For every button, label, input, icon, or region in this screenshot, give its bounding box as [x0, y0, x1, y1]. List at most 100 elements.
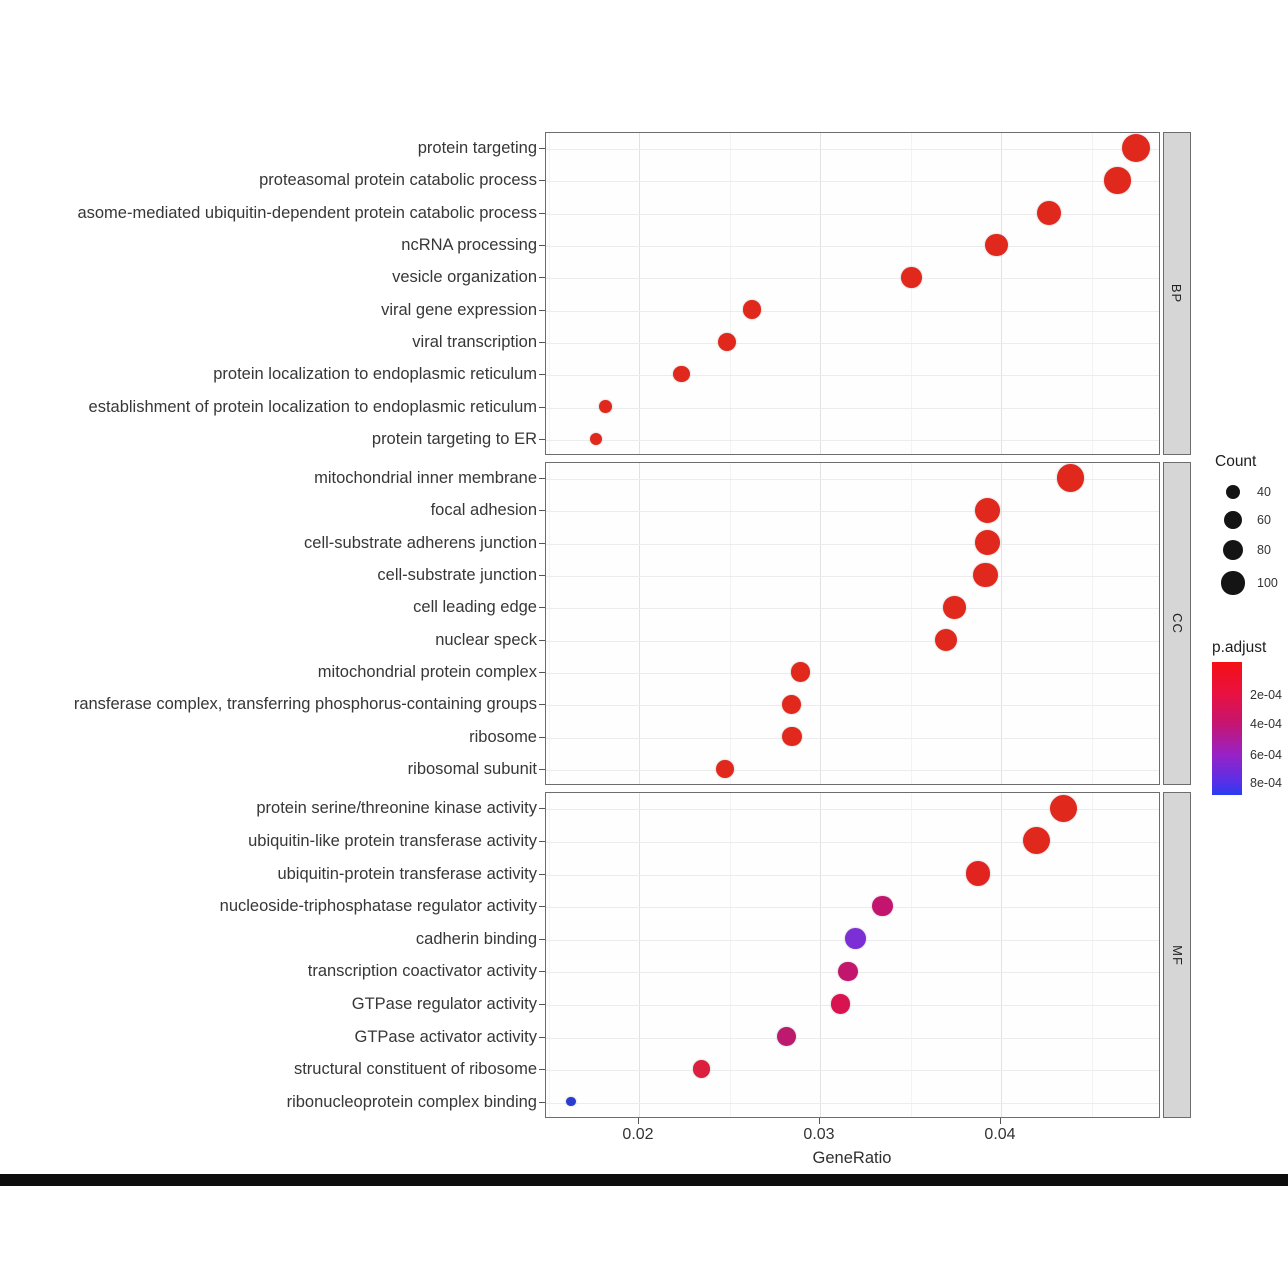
row-gridline [546, 1102, 1159, 1104]
data-point-cc-2 [974, 498, 1000, 523]
data-point-cc-10 [716, 760, 734, 778]
data-point-bp-2 [1104, 167, 1131, 194]
padjust-legend-label: 4e-04 [1250, 717, 1282, 731]
data-point-mf-10 [566, 1096, 576, 1107]
data-point-bp-10 [590, 432, 603, 445]
data-point-cc-4 [973, 562, 998, 588]
minor-gridline [910, 133, 912, 454]
minor-gridline [910, 463, 912, 784]
term-label: proteasomal protein catabolic process [259, 171, 537, 190]
term-label: cell-substrate adherens junction [304, 533, 537, 552]
y-axis-tick [539, 542, 545, 544]
data-point-mf-7 [831, 994, 851, 1014]
y-axis-tick [539, 212, 545, 214]
term-label: cell leading edge [413, 598, 537, 617]
major-gridline [639, 793, 640, 1117]
term-label: focal adhesion [430, 501, 537, 520]
major-gridline [1001, 133, 1002, 454]
term-label: vesicle organization [392, 268, 537, 287]
data-point-bp-9 [599, 400, 612, 413]
major-gridline [820, 133, 821, 454]
y-axis-tick [539, 374, 545, 376]
term-label: structural constituent of ribosome [293, 1060, 537, 1079]
data-point-cc-8 [782, 694, 802, 714]
facet-strip-label: MF [1169, 944, 1185, 966]
facet-panel-bp [545, 132, 1160, 455]
y-axis-tick [539, 1101, 545, 1103]
minor-gridline [1091, 463, 1093, 784]
term-label: viral gene expression [381, 300, 537, 319]
padjust-legend-label: 8e-04 [1250, 776, 1282, 790]
count-legend-title: Count [1215, 453, 1257, 470]
data-point-bp-8 [673, 366, 690, 383]
row-gridline [546, 342, 1159, 344]
row-gridline [546, 278, 1159, 280]
count-legend-label: 100 [1257, 576, 1278, 590]
minor-gridline [729, 133, 731, 454]
data-point-cc-5 [943, 596, 967, 619]
row-gridline [546, 511, 1159, 513]
minor-gridline [1091, 793, 1093, 1117]
row-gridline [546, 640, 1159, 642]
minor-gridline [729, 463, 731, 784]
x-axis-tick [638, 1118, 639, 1124]
term-label: protein targeting to ER [371, 429, 537, 448]
data-point-cc-9 [782, 726, 802, 747]
minor-gridline [548, 463, 550, 784]
row-gridline [546, 769, 1159, 771]
x-axis-tick-label: 0.02 [622, 1126, 654, 1143]
y-axis-tick [539, 1003, 545, 1005]
minor-gridline [548, 133, 550, 454]
term-label: establishment of protein localization to… [88, 397, 537, 416]
y-axis-tick [539, 1036, 545, 1038]
term-label: nucleoside-triphosphatase regulator acti… [219, 897, 537, 916]
term-label: ribosomal subunit [407, 759, 537, 778]
y-axis-tick [539, 704, 545, 706]
minor-gridline [910, 793, 912, 1117]
y-axis-tick [539, 906, 545, 908]
data-point-cc-3 [974, 530, 1000, 556]
facet-strip-label: CC [1169, 613, 1185, 634]
data-point-mf-8 [776, 1026, 797, 1047]
data-point-bp-1 [1121, 134, 1150, 163]
data-point-mf-9 [692, 1060, 711, 1078]
row-gridline [546, 375, 1159, 377]
data-point-bp-6 [742, 300, 762, 319]
data-point-bp-3 [1036, 200, 1062, 225]
y-axis-tick [539, 341, 545, 343]
row-gridline [546, 213, 1159, 215]
major-gridline [1001, 793, 1002, 1117]
row-gridline [546, 1037, 1159, 1039]
y-axis-tick [539, 438, 545, 440]
major-gridline [639, 133, 640, 454]
term-label: cadherin binding [415, 929, 537, 948]
count-legend-dot-60 [1224, 511, 1242, 529]
facet-strip-label: BP [1169, 283, 1185, 304]
y-axis-tick [539, 309, 545, 311]
term-label: ncRNA processing [401, 236, 537, 255]
data-point-mf-6 [838, 961, 858, 981]
row-gridline [546, 1004, 1159, 1006]
minor-gridline [1091, 133, 1093, 454]
y-axis-tick [539, 840, 545, 842]
padjust-legend-label: 2e-04 [1250, 688, 1282, 702]
count-legend-label: 80 [1257, 543, 1271, 557]
facet-strip-bp: BP [1163, 132, 1191, 455]
row-gridline [546, 907, 1159, 909]
bottom-black-strip [0, 1174, 1288, 1186]
y-axis-tick [539, 768, 545, 770]
term-label: protein targeting [417, 139, 537, 158]
term-label: asome-mediated ubiquitin-dependent prote… [77, 203, 537, 222]
row-gridline [546, 310, 1159, 312]
data-point-bp-5 [901, 267, 922, 288]
y-axis-tick [539, 671, 545, 673]
row-gridline [546, 479, 1159, 481]
row-gridline [546, 874, 1159, 876]
facet-strip-cc: CC [1163, 462, 1191, 785]
row-gridline [546, 439, 1159, 441]
count-legend-label: 40 [1257, 485, 1271, 499]
y-axis-tick [539, 277, 545, 279]
data-point-mf-5 [844, 928, 866, 950]
data-point-cc-7 [791, 662, 811, 682]
term-label: mitochondrial inner membrane [314, 469, 537, 488]
